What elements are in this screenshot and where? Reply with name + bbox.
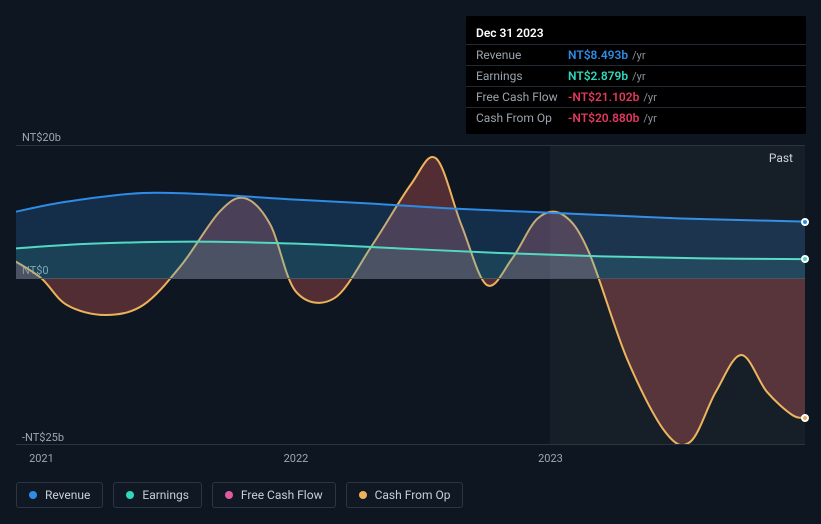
chart-edge bbox=[16, 145, 805, 146]
x-axis-label: 2022 bbox=[284, 452, 309, 465]
zero-line bbox=[16, 278, 805, 279]
tooltip-row: RevenueNT$8.493b/yr bbox=[466, 44, 806, 65]
x-axis: 2021 2022 2023 bbox=[16, 452, 805, 468]
legend-item[interactable]: Earnings bbox=[113, 482, 202, 508]
tooltip-value: NT$8.493b bbox=[568, 48, 628, 62]
y-axis-label: NT$20b bbox=[22, 131, 61, 144]
series-end-marker bbox=[801, 414, 809, 422]
past-region: Past bbox=[550, 145, 805, 445]
past-label: Past bbox=[769, 151, 793, 165]
hover-tooltip: Dec 31 2023 RevenueNT$8.493b/yrEarningsN… bbox=[466, 16, 806, 134]
legend-dot-icon bbox=[359, 491, 367, 499]
legend: Revenue Earnings Free Cash Flow Cash From O… bbox=[16, 482, 463, 508]
tooltip-label: Free Cash Flow bbox=[476, 90, 568, 104]
legend-item[interactable]: Free Cash Flow bbox=[212, 482, 336, 508]
tooltip-unit: /yr bbox=[643, 91, 656, 104]
tooltip-value: NT$2.879b bbox=[568, 69, 628, 83]
tooltip-row: Free Cash Flow-NT$21.102b/yr bbox=[466, 86, 806, 107]
legend-item[interactable]: Revenue bbox=[16, 482, 103, 508]
legend-dot-icon bbox=[225, 491, 233, 499]
tooltip-unit: /yr bbox=[632, 70, 645, 83]
tooltip-date: Dec 31 2023 bbox=[466, 22, 806, 44]
tooltip-row: Cash From Op-NT$20.880b/yr bbox=[466, 107, 806, 128]
tooltip-row: EarningsNT$2.879b/yr bbox=[466, 65, 806, 86]
chart-edge bbox=[16, 444, 805, 445]
legend-dot-icon bbox=[126, 491, 134, 499]
tooltip-unit: /yr bbox=[632, 49, 645, 62]
legend-label: Cash From Op bbox=[375, 488, 451, 502]
chart-area: Past bbox=[16, 145, 805, 445]
legend-label: Free Cash Flow bbox=[241, 488, 323, 502]
tooltip-label: Earnings bbox=[476, 69, 568, 83]
x-axis-label: 2023 bbox=[538, 452, 563, 465]
legend-item[interactable]: Cash From Op bbox=[346, 482, 464, 508]
tooltip-label: Revenue bbox=[476, 48, 568, 62]
tooltip-value: -NT$21.102b bbox=[568, 90, 639, 104]
x-axis-label: 2021 bbox=[29, 452, 54, 465]
series-end-marker bbox=[801, 218, 809, 226]
legend-dot-icon bbox=[29, 491, 37, 499]
series-end-marker bbox=[801, 255, 809, 263]
legend-label: Revenue bbox=[45, 488, 90, 502]
tooltip-label: Cash From Op bbox=[476, 111, 568, 125]
legend-label: Earnings bbox=[142, 488, 189, 502]
tooltip-unit: /yr bbox=[643, 112, 656, 125]
tooltip-value: -NT$20.880b bbox=[568, 111, 639, 125]
